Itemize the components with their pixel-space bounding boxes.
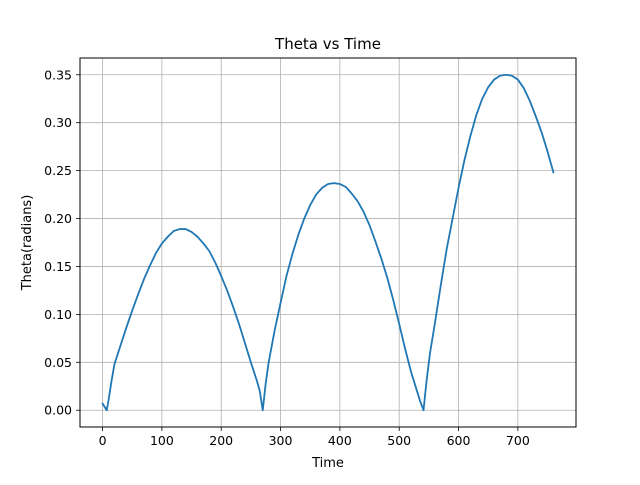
x-tick-label: 0 <box>99 433 107 448</box>
chart-title: Theta vs Time <box>274 35 381 53</box>
grid <box>80 58 576 427</box>
y-tick-label: 0.00 <box>44 403 72 418</box>
series-layer <box>101 73 555 412</box>
y-tick-label: 0.25 <box>44 163 72 178</box>
y-tick-label: 0.15 <box>44 259 72 274</box>
y-tick-label: 0.10 <box>44 307 72 322</box>
y-tick-label: 0.35 <box>44 67 72 82</box>
x-axis: 0 100 200 300 400 500 600 700 <box>99 427 530 448</box>
y-tick-label: 0.30 <box>44 115 72 130</box>
y-tick-label: 0.05 <box>44 355 72 370</box>
x-tick-label: 100 <box>150 433 174 448</box>
x-tick-label: 300 <box>269 433 293 448</box>
x-tick-label: 400 <box>328 433 352 448</box>
plot-frame <box>79 57 577 428</box>
series-line <box>101 73 555 412</box>
y-axis: 0.00 0.05 0.10 0.15 0.20 0.25 0.30 0.35 <box>44 67 80 418</box>
x-tick-label: 600 <box>447 433 471 448</box>
x-tick-label: 500 <box>387 433 411 448</box>
x-tick-label: 700 <box>506 433 530 448</box>
y-tick-label: 0.20 <box>44 211 72 226</box>
x-tick-label: 200 <box>209 433 233 448</box>
x-axis-title: Time <box>311 456 344 471</box>
y-axis-title: Theta(radians) <box>20 195 35 292</box>
plot-area-background <box>80 58 576 427</box>
